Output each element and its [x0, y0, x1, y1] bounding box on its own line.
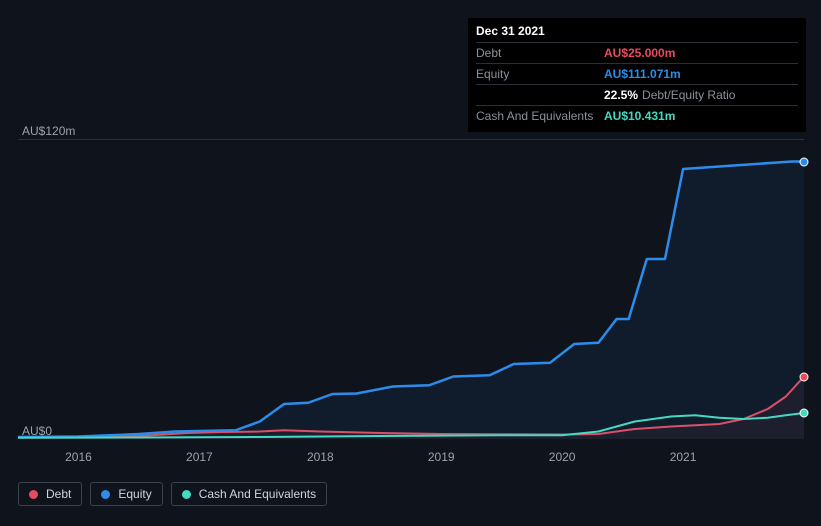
legend: Debt Equity Cash And Equivalents	[18, 482, 327, 506]
tooltip-row-label: Cash And Equivalents	[476, 109, 604, 123]
legend-swatch	[101, 490, 110, 499]
legend-label: Debt	[46, 487, 71, 501]
legend-swatch	[29, 490, 38, 499]
x-axis-tick: 2018	[307, 450, 334, 464]
end-marker-equity	[800, 157, 809, 166]
tooltip-row-value: AU$10.431m	[604, 109, 675, 123]
end-marker-cash	[800, 409, 809, 418]
legend-item-cash[interactable]: Cash And Equivalents	[171, 482, 327, 506]
tooltip-row: 22.5%Debt/Equity Ratio	[476, 84, 798, 105]
tooltip-row: EquityAU$111.071m	[476, 63, 798, 84]
y-axis-label: AU$120m	[22, 124, 75, 138]
legend-item-equity[interactable]: Equity	[90, 482, 162, 506]
tooltip-row-label: Equity	[476, 67, 604, 81]
x-axis-tick: 2019	[428, 450, 455, 464]
x-axis-tick: 2016	[65, 450, 92, 464]
chart-plot[interactable]	[18, 139, 804, 439]
tooltip-row-label	[476, 88, 604, 102]
tooltip-row-label: Debt	[476, 46, 604, 60]
tooltip-ratio: 22.5%Debt/Equity Ratio	[604, 88, 735, 102]
tooltip-row: DebtAU$25.000m	[476, 42, 798, 63]
legend-swatch	[182, 490, 191, 499]
tooltip-row: Cash And EquivalentsAU$10.431m	[476, 105, 798, 126]
x-axis-tick: 2020	[549, 450, 576, 464]
legend-item-debt[interactable]: Debt	[18, 482, 82, 506]
tooltip-date: Dec 31 2021	[476, 24, 798, 38]
chart-container: Dec 31 2021 DebtAU$25.000mEquityAU$111.0…	[0, 0, 821, 526]
chart-tooltip: Dec 31 2021 DebtAU$25.000mEquityAU$111.0…	[468, 18, 806, 132]
x-axis-tick: 2017	[186, 450, 213, 464]
series-area-equity	[18, 162, 804, 440]
x-axis-tick: 2021	[670, 450, 697, 464]
legend-label: Cash And Equivalents	[199, 487, 316, 501]
end-marker-debt	[800, 372, 809, 381]
tooltip-row-value: AU$111.071m	[604, 67, 681, 81]
tooltip-row-value: AU$25.000m	[604, 46, 675, 60]
legend-label: Equity	[118, 487, 151, 501]
